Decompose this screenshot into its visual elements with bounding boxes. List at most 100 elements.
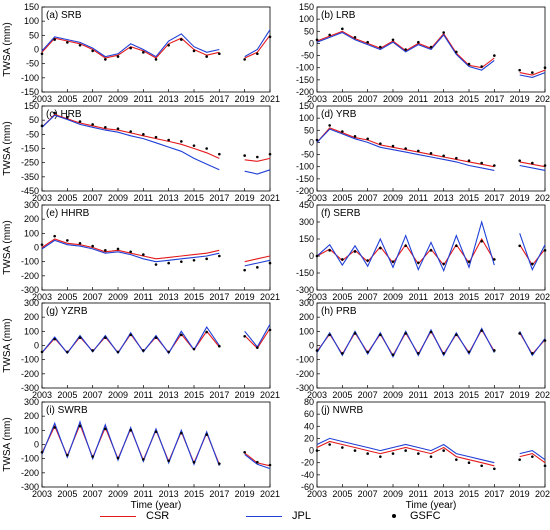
x-tick-label: 2009 xyxy=(108,193,128,203)
x-tick-label: 2003 xyxy=(32,390,52,400)
gsfc-point xyxy=(154,336,158,340)
gsfc-point xyxy=(91,349,94,352)
gsfc-point xyxy=(205,330,208,334)
x-tick-label: 2021 xyxy=(535,94,550,104)
gsfc-point xyxy=(167,261,170,265)
gsfc-point xyxy=(543,339,547,342)
gsfc-point xyxy=(315,254,319,258)
x-tick-label: 2011 xyxy=(409,390,428,400)
gsfc-point xyxy=(353,135,357,138)
gsfc-point xyxy=(379,455,382,458)
gsfc-point xyxy=(341,27,344,31)
x-tick-label: 2013 xyxy=(434,489,454,499)
x-tick-label: 2017 xyxy=(209,193,229,203)
gsfc-point xyxy=(40,450,44,454)
x-tick-label: 2021 xyxy=(260,489,280,499)
y-tick-label: 80 xyxy=(304,397,314,407)
panel-0: -150 -100 -50 0 50 100 150 2003 2005 2007 2009 2011… xyxy=(2,2,280,104)
gsfc-point xyxy=(40,243,44,246)
gsfc-point xyxy=(268,152,272,156)
gsfc-point xyxy=(91,49,94,53)
gsfc-point xyxy=(379,45,382,49)
gsfc-point xyxy=(493,467,496,471)
gsfc-point xyxy=(493,164,496,167)
x-tick-label: 2007 xyxy=(358,489,378,499)
series-line-jpl xyxy=(519,72,546,78)
x-tick-label: 2005 xyxy=(57,489,77,499)
gsfc-point xyxy=(268,35,272,39)
x-tick-label: 2015 xyxy=(459,390,479,400)
gsfc-point xyxy=(40,124,44,128)
gsfc-point xyxy=(243,334,246,338)
y-tick-label: 100 xyxy=(24,16,39,26)
gsfc-point xyxy=(429,45,433,49)
gsfc-point xyxy=(480,239,483,243)
y-tick-label: 0 xyxy=(34,341,39,351)
x-tick-label: 2009 xyxy=(383,292,403,302)
x-tick-label: 2017 xyxy=(484,390,504,400)
gsfc-point xyxy=(480,329,483,332)
y-tick-label: 60 xyxy=(304,409,314,419)
series-line-csr xyxy=(244,157,271,162)
plot-frame xyxy=(316,204,546,291)
y-tick-label: 300 xyxy=(24,298,39,308)
y-tick-label: 150 xyxy=(24,101,39,111)
series-line-jpl xyxy=(244,29,271,58)
x-tick-label: 2007 xyxy=(358,94,378,104)
x-tick-label: 2011 xyxy=(409,94,428,104)
series-line-jpl xyxy=(316,327,495,359)
series-line-jpl xyxy=(41,420,220,466)
gsfc-point xyxy=(391,38,395,42)
y-tick-label: 200 xyxy=(24,214,39,224)
gsfc-point xyxy=(53,426,56,429)
gsfc-point xyxy=(493,349,496,352)
gsfc-point xyxy=(78,336,82,340)
y-tick-label: -200 xyxy=(21,468,39,478)
gsfc-point xyxy=(391,144,395,148)
gsfc-point xyxy=(268,463,272,467)
gsfc-point xyxy=(315,349,319,352)
y-tick-label: -450 xyxy=(21,186,39,196)
legend-item-gsfc: GSFC xyxy=(392,508,441,524)
panel-title: (a) SRB xyxy=(46,10,82,21)
panel-title: (b) LRB xyxy=(321,10,356,21)
x-tick-label: 2017 xyxy=(209,94,229,104)
y-axis-label: TWSA (mm) xyxy=(2,22,13,76)
gsfc-point xyxy=(543,464,547,468)
gsfc-point xyxy=(353,449,357,452)
gsfc-point xyxy=(467,159,471,162)
y-tick-label: -100 xyxy=(21,355,39,365)
x-tick-label: 2013 xyxy=(159,193,179,203)
x-tick-label: 2011 xyxy=(134,193,153,203)
gsfc-point xyxy=(328,443,331,446)
gsfc-point xyxy=(467,260,471,263)
panel-1: -200 -150 -100 -50 0 50 100 150 2003 2005 2007 2009… xyxy=(296,2,550,104)
series-line-csr xyxy=(519,244,546,267)
gsfc-point xyxy=(205,55,208,58)
y-tick-label: -40 xyxy=(301,470,314,480)
x-tick-label: 2015 xyxy=(184,94,204,104)
y-tick-label: 50 xyxy=(29,115,39,125)
series-line-csr xyxy=(41,37,220,59)
panel-3: -200 -150 -100 -50 0 50 100 150 2003 2005 2007 2009… xyxy=(296,101,550,203)
x-tick-label: 2013 xyxy=(159,390,179,400)
legend-item-csr: CSR xyxy=(100,508,169,524)
x-tick-label: 2009 xyxy=(108,94,128,104)
y-tick-label: 200 xyxy=(24,312,39,322)
x-tick-label: 2017 xyxy=(209,489,229,499)
series-line-csr xyxy=(519,453,546,464)
y-tick-label: 50 xyxy=(304,125,314,135)
series-line-jpl xyxy=(519,450,546,461)
y-tick-label: 0 xyxy=(309,341,314,351)
gsfc-point xyxy=(353,332,357,335)
y-tick-label: -300 xyxy=(21,482,39,492)
gsfc-point xyxy=(366,350,369,354)
x-tick-label: 2003 xyxy=(307,489,327,499)
gsfc-point xyxy=(154,263,158,266)
x-tick-label: 2007 xyxy=(83,390,103,400)
gsfc-point xyxy=(379,333,382,337)
x-tick-label: 2021 xyxy=(260,390,280,400)
gsfc-point xyxy=(429,330,433,334)
gsfc-point xyxy=(116,127,120,130)
x-tick-label: 2003 xyxy=(32,193,52,203)
